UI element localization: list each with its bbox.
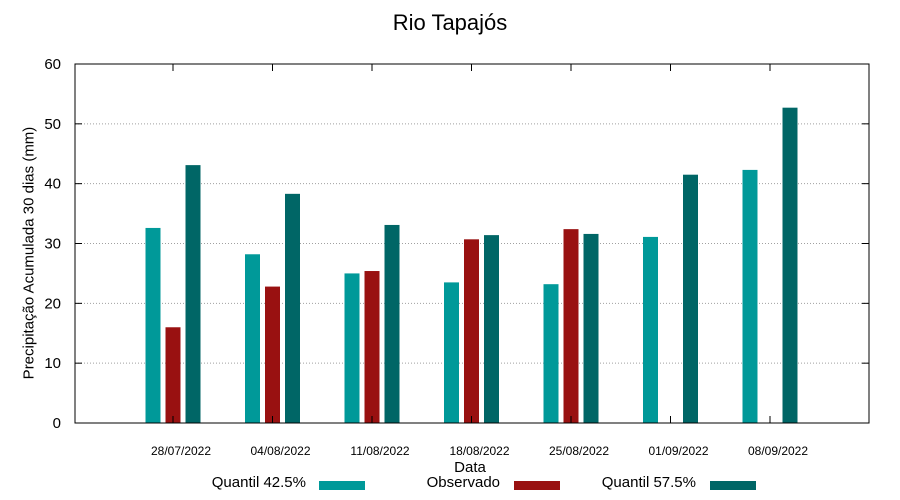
y-tick-label: 50 bbox=[44, 116, 61, 133]
bar-observado-04-08-2022 bbox=[265, 286, 280, 423]
bar-quantil-57-5--25-08-2022 bbox=[583, 233, 599, 423]
bar-quantil-57-5--28-07-2022 bbox=[185, 165, 201, 423]
bar-quantil-57-5--04-08-2022 bbox=[285, 193, 300, 423]
bar-quantil-42-5--01-09-2022 bbox=[643, 236, 658, 423]
y-tick-label: 60 bbox=[44, 56, 61, 73]
bar-quantil-57-5--08-09-2022 bbox=[782, 107, 798, 423]
y-axis-label: Precipitação Acumulada 30 dias (mm) bbox=[20, 126, 38, 380]
legend-label: Quantil 57.5% bbox=[601, 474, 696, 491]
y-tick-label: 0 bbox=[53, 415, 61, 432]
x-tick-label: 11/08/2022 bbox=[350, 444, 409, 458]
x-tick-label: 18/08/2022 bbox=[449, 444, 509, 458]
x-tick-label: 25/08/2022 bbox=[549, 444, 609, 458]
bar-observado-11-08-2022 bbox=[364, 271, 380, 423]
legend-item-quantil-42: Quantil 42.5% bbox=[200, 474, 368, 494]
bar-observado-28-07-2022 bbox=[165, 327, 181, 423]
legend-swatch bbox=[514, 481, 560, 490]
y-tick-label: 10 bbox=[44, 355, 61, 372]
bar-quantil-57-5--01-09-2022 bbox=[683, 174, 698, 423]
bar-quantil-42-5--28-07-2022 bbox=[145, 227, 161, 423]
x-tick-label: 28/07/2022 bbox=[151, 444, 211, 458]
legend-item-observado: Observado bbox=[400, 474, 562, 494]
legend-label: Observado bbox=[426, 474, 500, 491]
bar-quantil-42-5--18-08-2022 bbox=[444, 282, 459, 423]
bar-quantil-42-5--04-08-2022 bbox=[245, 254, 260, 423]
legend-swatch bbox=[710, 481, 756, 490]
bar-observado-25-08-2022 bbox=[563, 229, 579, 423]
legend-item-quantil-57: Quantil 57.5% bbox=[580, 474, 758, 494]
legend-label: Quantil 42.5% bbox=[211, 474, 306, 491]
bar-quantil-42-5--08-09-2022 bbox=[742, 169, 758, 423]
y-tick-label: 30 bbox=[44, 236, 61, 253]
chart-title: Rio Tapajós bbox=[392, 10, 508, 35]
bar-quantil-57-5--18-08-2022 bbox=[484, 235, 499, 423]
bar-quantil-42-5--25-08-2022 bbox=[543, 284, 559, 423]
bar-quantil-42-5--11-08-2022 bbox=[344, 273, 360, 423]
x-tick-label: 01/09/2022 bbox=[648, 444, 708, 458]
bar-observado-18-08-2022 bbox=[464, 239, 479, 423]
x-tick-label: 04/08/2022 bbox=[250, 444, 310, 458]
y-tick-label: 20 bbox=[44, 295, 61, 312]
x-axis-label: Data bbox=[454, 459, 486, 476]
bar-quantil-57-5--11-08-2022 bbox=[384, 224, 400, 423]
x-tick-label: 08/09/2022 bbox=[748, 444, 808, 458]
y-tick-label: 40 bbox=[44, 176, 61, 193]
legend-swatch bbox=[319, 481, 365, 490]
